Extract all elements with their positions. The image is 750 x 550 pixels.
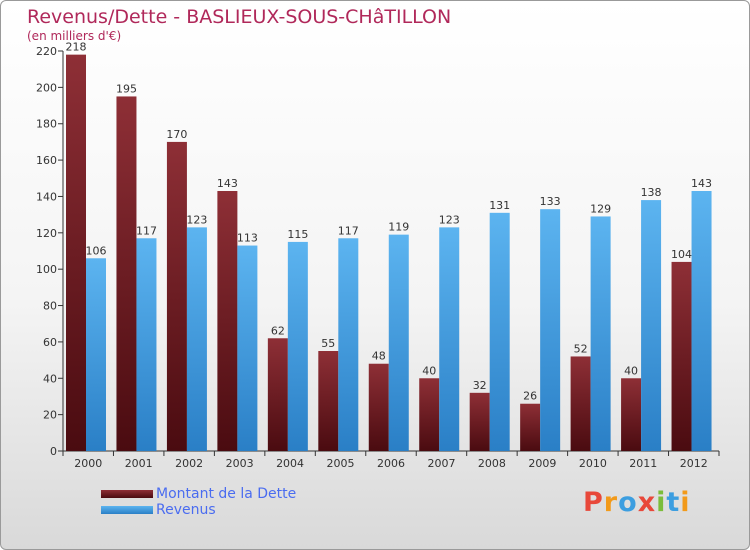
bar-debt — [217, 191, 238, 451]
logo-letter: i — [680, 487, 691, 518]
bar-debt — [419, 378, 440, 451]
data-label-revenue: 115 — [287, 228, 308, 241]
x-tick-label: 2000 — [74, 457, 102, 470]
bar-chart: 0 20 40 60 80 100 120 140 160 180 200 220 2000 2001 20… — [36, 41, 720, 470]
y-tick-label: 60 — [43, 336, 57, 349]
data-label-revenue: 133 — [540, 195, 561, 208]
legend-label-debt: Montant de la Dette — [156, 486, 297, 502]
x-tick-label: 2012 — [680, 457, 708, 470]
bar-revenue — [590, 216, 611, 451]
data-label-revenue: 129 — [590, 202, 611, 215]
x-tick-label: 2010 — [579, 457, 607, 470]
bars — [66, 54, 712, 452]
data-label-debt: 55 — [321, 337, 335, 350]
data-label-debt: 40 — [422, 364, 436, 377]
bar-debt — [621, 378, 642, 451]
x-tick-label: 2009 — [528, 457, 556, 470]
data-label-revenue: 113 — [237, 232, 258, 245]
legend-swatch-revenue — [101, 506, 153, 514]
logo-letter: t — [666, 487, 681, 518]
data-label-revenue: 117 — [338, 224, 359, 237]
data-label-debt: 48 — [372, 350, 386, 363]
data-label-debt: 32 — [473, 379, 487, 392]
logo-letter: o — [618, 487, 638, 518]
x-tick-label: 2002 — [175, 457, 203, 470]
data-label-debt: 218 — [66, 41, 87, 54]
data-label-revenue: 138 — [641, 186, 662, 199]
data-labels: 218 106 195 117 170 123 143 113 62 115 55 117 48 119 4… — [66, 41, 713, 403]
data-label-debt: 170 — [166, 128, 187, 141]
chart-subtitle: (en milliers d'€) — [27, 29, 122, 43]
data-label-debt: 104 — [671, 248, 692, 261]
data-label-revenue: 123 — [186, 213, 207, 226]
bar-debt — [570, 356, 591, 451]
y-tick-label: 180 — [36, 118, 57, 131]
data-label-debt: 26 — [523, 390, 537, 403]
y-tick-label: 220 — [36, 45, 57, 58]
x-tick-label: 2007 — [427, 457, 455, 470]
bar-debt — [116, 96, 137, 452]
data-label-debt: 52 — [574, 342, 588, 355]
bar-debt — [671, 261, 692, 451]
x-tick-label: 2005 — [327, 457, 355, 470]
bar-revenue — [136, 238, 157, 451]
data-label-debt: 62 — [271, 324, 285, 337]
legend-label-revenue: Revenus — [156, 502, 216, 518]
bar-revenue — [186, 227, 207, 451]
bar-debt — [469, 392, 490, 451]
x-tick-label: 2004 — [276, 457, 304, 470]
y-tick-label: 20 — [43, 409, 57, 422]
logo-letter: x — [637, 487, 657, 518]
logo-letter: P — [583, 487, 604, 518]
x-tick-label: 2011 — [629, 457, 657, 470]
x-tick-label: 2006 — [377, 457, 405, 470]
logo-letter: r — [603, 487, 619, 518]
bar-revenue — [287, 241, 308, 451]
bar-revenue — [691, 191, 712, 451]
data-label-debt: 40 — [624, 364, 638, 377]
y-tick-label: 120 — [36, 227, 57, 240]
data-label-revenue: 117 — [136, 224, 157, 237]
data-label-revenue: 106 — [86, 244, 107, 257]
bar-revenue — [489, 212, 510, 451]
y-tick-label: 40 — [43, 372, 57, 385]
data-label-debt: 195 — [116, 82, 137, 95]
y-tick-label: 160 — [36, 154, 57, 167]
bar-revenue — [641, 200, 662, 451]
bar-debt — [66, 54, 86, 452]
bar-debt — [166, 141, 187, 451]
x-tick-label: 2003 — [226, 457, 254, 470]
bar-revenue — [237, 245, 258, 451]
bar-debt — [318, 351, 339, 451]
data-label-revenue: 131 — [489, 199, 510, 212]
y-tick-label: 140 — [36, 190, 57, 203]
chart-title: Revenus/Dette - BASLIEUX-SOUS-CHâTILLON — [27, 6, 452, 28]
x-tick-label: 2008 — [478, 457, 506, 470]
legend-swatch-debt — [101, 490, 153, 498]
bar-revenue — [86, 258, 106, 451]
y-tick-label: 0 — [50, 445, 57, 458]
y-tick-label: 100 — [36, 263, 57, 276]
bar-revenue — [338, 238, 359, 451]
bar-debt — [368, 363, 389, 451]
x-tick-label: 2001 — [125, 457, 153, 470]
bar-debt — [520, 403, 541, 451]
y-tick-label: 80 — [43, 300, 57, 313]
data-label-revenue: 119 — [388, 221, 409, 234]
proxiti-logo: Proxiti — [583, 487, 691, 518]
bar-debt — [267, 338, 288, 451]
bar-revenue — [540, 209, 561, 451]
y-tick-label: 200 — [36, 81, 57, 94]
logo-letter: i — [656, 487, 667, 518]
bar-revenue — [388, 234, 409, 451]
bar-revenue — [439, 227, 460, 451]
data-label-revenue: 143 — [691, 177, 712, 190]
data-label-debt: 143 — [217, 177, 238, 190]
data-label-revenue: 123 — [439, 213, 460, 226]
